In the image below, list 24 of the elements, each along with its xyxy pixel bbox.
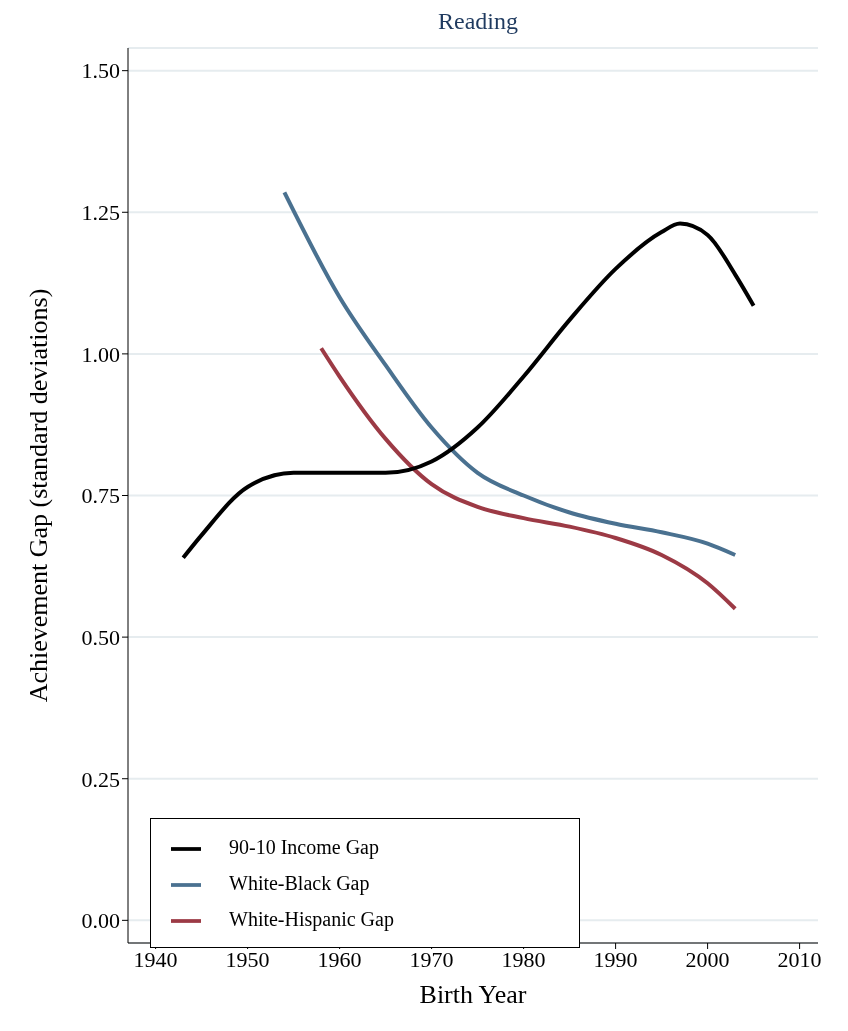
y-tick-label: 0.25 bbox=[81, 766, 120, 792]
legend-label: White-Hispanic Gap bbox=[229, 908, 394, 930]
x-tick-label: 2000 bbox=[685, 946, 730, 972]
x-tick-label: 2010 bbox=[777, 946, 822, 972]
y-tick-label: 1.50 bbox=[81, 58, 120, 84]
y-axis-title: Achievement Gap (standard deviations) bbox=[24, 288, 54, 703]
y-tick-label: 1.00 bbox=[81, 341, 120, 367]
y-tick-label: 0.50 bbox=[81, 624, 120, 650]
x-axis-title: Birth Year bbox=[419, 980, 527, 1009]
y-tick-label: 1.25 bbox=[81, 200, 120, 226]
line-series bbox=[181, 221, 756, 560]
x-tick-label: 1940 bbox=[133, 946, 178, 972]
x-tick-label: 1980 bbox=[501, 946, 546, 972]
legend-label: 90-10 Income Gap bbox=[229, 836, 379, 858]
chart-title: Reading bbox=[437, 8, 519, 36]
legend-label: White-Black Gap bbox=[229, 872, 370, 894]
x-tick-label: 1950 bbox=[225, 946, 270, 972]
y-tick-label: 0.00 bbox=[81, 908, 120, 934]
x-tick-label: 1970 bbox=[409, 946, 454, 972]
line-series bbox=[282, 190, 738, 557]
line-series bbox=[319, 346, 738, 611]
y-tick-label: 0.75 bbox=[81, 483, 120, 509]
x-tick-label: 1960 bbox=[317, 946, 362, 972]
x-tick-label: 1990 bbox=[593, 946, 638, 972]
